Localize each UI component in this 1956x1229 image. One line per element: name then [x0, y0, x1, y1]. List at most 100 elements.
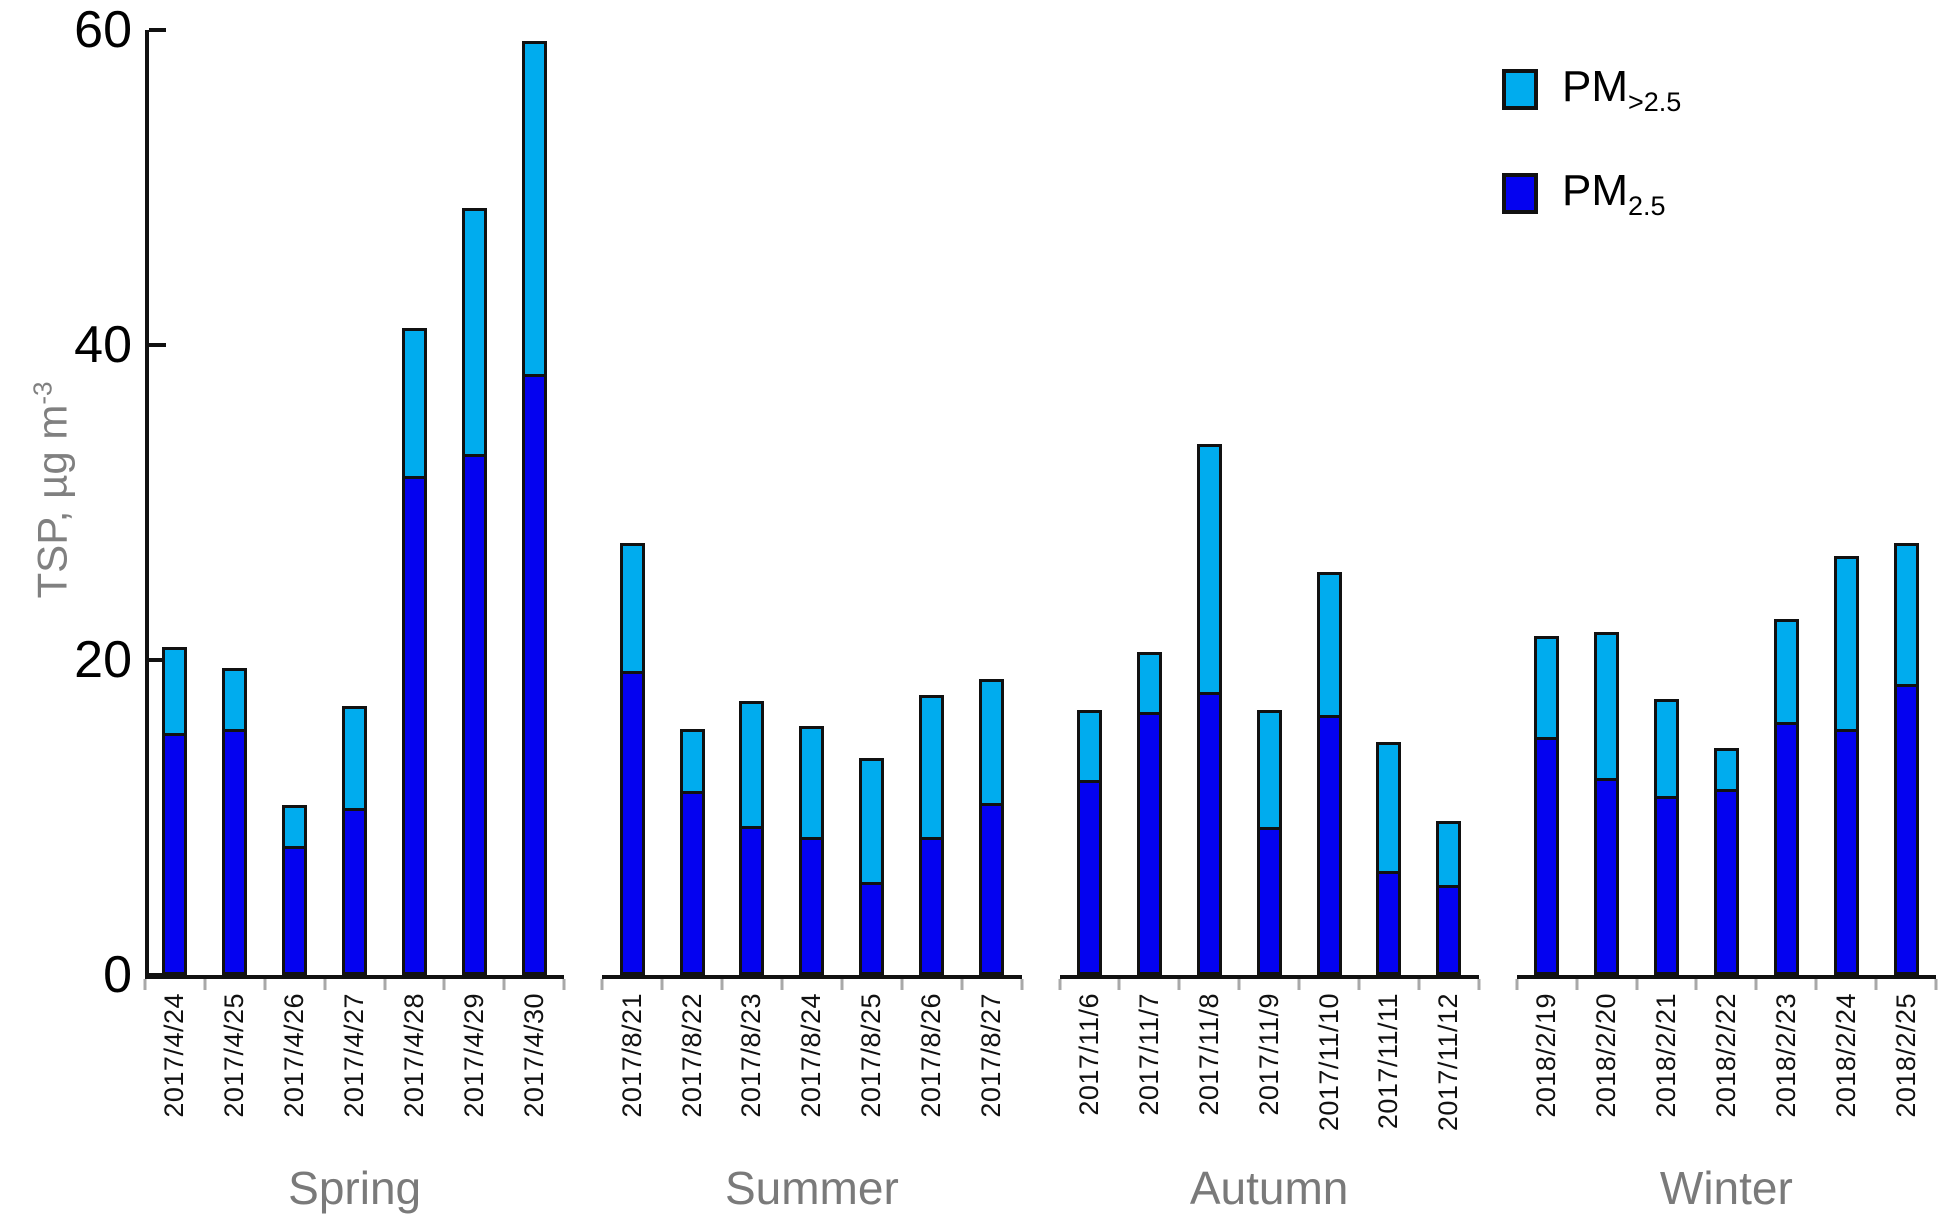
- y-tick-60: [149, 28, 166, 32]
- date-label: 2017/11/11: [1373, 993, 1404, 1130]
- date-label: 2017/11/12: [1433, 993, 1464, 1132]
- date-slot: 2018/2/22: [1696, 979, 1756, 1157]
- stacked-bar-2018/2/23: [1773, 619, 1799, 975]
- plot-area-summer: [600, 30, 1023, 990]
- date-slot: 2017/4/24: [145, 979, 205, 1157]
- x-minor-tick: [960, 979, 964, 990]
- bar-segment-pm-gt25: [1316, 571, 1342, 719]
- bar-slot: [1060, 710, 1120, 975]
- date-slot: 2017/11/12: [1419, 979, 1479, 1157]
- legend-label-sub: 2.5: [1628, 190, 1666, 221]
- date-label: 2017/8/27: [976, 993, 1007, 1118]
- bar-segment-pm25: [1196, 694, 1222, 975]
- x-minor-tick: [562, 979, 566, 990]
- bar-segment-pm25: [1076, 782, 1102, 975]
- season-label-spring: Spring: [288, 1162, 422, 1214]
- x-minor-tick: [1020, 979, 1023, 990]
- date-slot: 2017/8/21: [602, 979, 662, 1157]
- date-label: 2018/2/21: [1650, 993, 1681, 1118]
- stacked-bar-2017/8/26: [919, 694, 945, 975]
- date-label: 2018/2/20: [1591, 993, 1622, 1118]
- y-axis-line: [145, 30, 149, 979]
- season-label-winter: Winter: [1659, 1162, 1793, 1214]
- bar-segment-pm-gt25: [799, 726, 825, 840]
- bar-segment-pm25: [222, 732, 248, 975]
- bar-segment-pm-gt25: [1376, 741, 1402, 875]
- date-slot: 2017/11/9: [1239, 979, 1299, 1157]
- bar-slot: [265, 804, 325, 975]
- stacked-bar-2018/2/19: [1534, 636, 1560, 975]
- season-group-winter: 2018/2/19 2018/2/20 2018/2/21 2018/2/22 2018…: [1515, 30, 1938, 1215]
- y-tick-label-60: 60: [74, 1, 132, 59]
- stacked-bar-2017/4/26: [282, 804, 308, 975]
- date-label: 2017/8/23: [736, 993, 767, 1118]
- x-minor-tick: [1177, 979, 1181, 990]
- bar-segment-pm-gt25: [1196, 444, 1222, 695]
- bar-slot: [1696, 748, 1756, 975]
- stacked-bar-2017/11/10: [1316, 571, 1342, 975]
- date-label: 2017/11/6: [1073, 993, 1104, 1116]
- bar-segment-pm25: [1136, 715, 1162, 975]
- date-label: 2018/2/22: [1710, 993, 1741, 1118]
- y-tick-20: [149, 658, 166, 662]
- bar-segment-pm-gt25: [162, 647, 188, 736]
- bar-segment-pm-gt25: [859, 757, 885, 886]
- bar-slot: [145, 647, 205, 975]
- date-label: 2017/8/25: [856, 993, 887, 1118]
- y-tick-label-40: 40: [74, 316, 132, 374]
- bar-segment-pm25: [1534, 740, 1560, 975]
- x-minor-tick: [1058, 979, 1061, 990]
- bar-slot: [602, 543, 662, 975]
- date-label: 2017/4/24: [159, 993, 190, 1118]
- season-group-summer: 2017/8/21 2017/8/22 2017/8/23 2017/8/24 2017…: [600, 30, 1023, 1215]
- x-minor-tick: [502, 979, 506, 990]
- x-minor-tick: [203, 979, 207, 990]
- x-minor-tick: [442, 979, 446, 990]
- date-slot: 2017/8/22: [662, 979, 722, 1157]
- date-slot: 2017/8/27: [962, 979, 1022, 1157]
- bar-segment-pm-gt25: [1256, 710, 1282, 831]
- date-label: 2017/8/26: [916, 993, 947, 1118]
- x-minor-tick: [1237, 979, 1241, 990]
- bar-segment-pm-gt25: [222, 667, 248, 733]
- bar-slot: [1756, 619, 1816, 975]
- bar-segment-pm-gt25: [521, 41, 547, 377]
- bar-segment-pm-gt25: [619, 543, 645, 675]
- date-slot: 2018/2/23: [1756, 979, 1816, 1157]
- stacked-bar-2017/11/11: [1376, 741, 1402, 975]
- bar-segment-pm25: [799, 839, 825, 975]
- x-minor-tick: [900, 979, 904, 990]
- bar-slot: [1299, 571, 1359, 975]
- bar-slot: [1637, 699, 1697, 975]
- stacked-bar-2017/8/24: [799, 726, 825, 975]
- date-label: 2017/11/7: [1133, 993, 1164, 1116]
- date-slot: 2017/11/11: [1359, 979, 1419, 1157]
- date-labels-row: 2018/2/19 2018/2/20 2018/2/21 2018/2/22 2018…: [1517, 979, 1936, 1157]
- bar-segment-pm25: [342, 811, 368, 975]
- bar-segment-pm25: [919, 839, 945, 975]
- x-minor-tick: [383, 979, 387, 990]
- x-minor-tick: [660, 979, 664, 990]
- bar-slot: [662, 729, 722, 975]
- plot-area-autumn: [1058, 30, 1481, 990]
- x-minor-tick: [1417, 979, 1421, 990]
- bar-segment-pm25: [162, 735, 188, 975]
- date-label: 2017/4/25: [219, 993, 250, 1118]
- date-label: 2017/8/21: [616, 993, 647, 1118]
- stacked-bar-2017/8/25: [859, 757, 885, 975]
- x-minor-tick: [1635, 979, 1639, 990]
- bar-slot: [504, 41, 564, 975]
- pm-gt25-swatch: [1502, 69, 1538, 111]
- legend-label-main: PM: [1562, 62, 1628, 111]
- date-slot: 2017/11/8: [1179, 979, 1239, 1157]
- date-slot: 2018/2/25: [1876, 979, 1936, 1157]
- y-tick-40: [149, 343, 166, 347]
- bar-slot: [325, 705, 385, 975]
- bar-segment-pm25: [979, 806, 1005, 975]
- bar-slot: [1419, 820, 1479, 975]
- legend-item-pm25: PM2.5: [1502, 166, 1681, 222]
- bar-segment-pm-gt25: [1076, 710, 1102, 783]
- bar-segment-pm25: [859, 885, 885, 975]
- stacked-bar-2017/4/29: [461, 207, 487, 975]
- bar-segment-pm25: [461, 456, 487, 975]
